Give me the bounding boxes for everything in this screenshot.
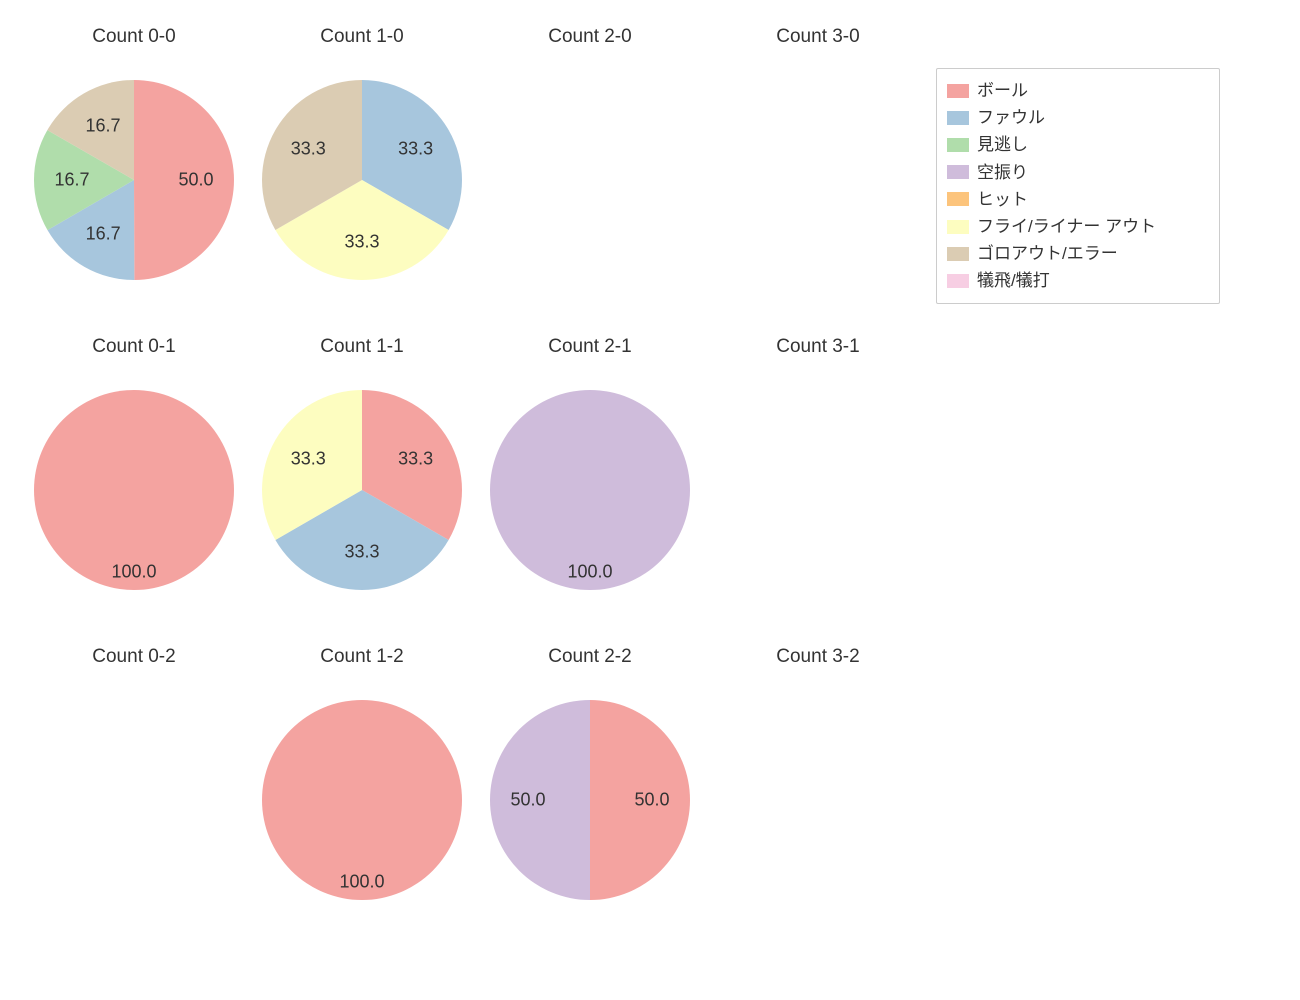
pie-slice-swing [490, 700, 590, 900]
panel-count-1-1: Count 1-133.333.333.3 [252, 320, 472, 620]
panel-title: Count 3-0 [708, 26, 928, 48]
pie-slice-swing [490, 390, 690, 590]
legend-item-swing: 空振り [947, 159, 1209, 186]
pie-chart [252, 630, 472, 930]
legend-label: ファウル [977, 104, 1045, 131]
panel-title: Count 2-0 [480, 26, 700, 48]
pie-slice-ball [34, 390, 234, 590]
pie-chart [252, 320, 472, 620]
legend-item-flyout: フライ/ライナー アウト [947, 213, 1209, 240]
pie-chart [24, 10, 244, 310]
panel-title: Count 3-2 [708, 646, 928, 668]
legend-label: 犠飛/犠打 [977, 267, 1050, 294]
legend-swatch [947, 192, 969, 206]
panel-count-2-1: Count 2-1100.0 [480, 320, 700, 620]
legend-label: ゴロアウト/エラー [977, 240, 1118, 267]
panel-count-2-2: Count 2-250.050.0 [480, 630, 700, 930]
panel-title: Count 3-1 [708, 336, 928, 358]
legend: ボールファウル見逃し空振りヒットフライ/ライナー アウトゴロアウト/エラー犠飛/… [936, 68, 1220, 304]
legend-swatch [947, 165, 969, 179]
legend-item-foul: ファウル [947, 104, 1209, 131]
legend-label: ボール [977, 77, 1028, 104]
pie-chart [24, 320, 244, 620]
panel-count-3-0: Count 3-0 [708, 10, 928, 310]
legend-label: 見逃し [977, 131, 1028, 158]
legend-item-hit: ヒット [947, 186, 1209, 213]
legend-swatch [947, 220, 969, 234]
pie-slice-ball [134, 80, 234, 280]
panel-count-1-0: Count 1-033.333.333.3 [252, 10, 472, 310]
pie-chart [480, 630, 700, 930]
pie-slice-ball [262, 700, 462, 900]
panel-count-0-1: Count 0-1100.0 [24, 320, 244, 620]
legend-label: フライ/ライナー アウト [977, 213, 1156, 240]
pie-chart [480, 320, 700, 620]
legend-item-sac: 犠飛/犠打 [947, 267, 1209, 294]
pie-chart [252, 10, 472, 310]
pie-grid-figure: Count 0-050.016.716.716.7Count 1-033.333… [0, 0, 1300, 1000]
panel-count-0-0: Count 0-050.016.716.716.7 [24, 10, 244, 310]
panel-count-1-2: Count 1-2100.0 [252, 630, 472, 930]
panel-count-0-2: Count 0-2 [24, 630, 244, 930]
legend-item-groundout: ゴロアウト/エラー [947, 240, 1209, 267]
legend-swatch [947, 138, 969, 152]
legend-swatch [947, 84, 969, 98]
pie-slice-ball [590, 700, 690, 900]
legend-swatch [947, 274, 969, 288]
legend-label: ヒット [977, 186, 1028, 213]
panel-count-2-0: Count 2-0 [480, 10, 700, 310]
panel-count-3-2: Count 3-2 [708, 630, 928, 930]
legend-item-ball: ボール [947, 77, 1209, 104]
legend-label: 空振り [977, 159, 1028, 186]
legend-swatch [947, 247, 969, 261]
legend-item-called: 見逃し [947, 131, 1209, 158]
panel-title: Count 0-2 [24, 646, 244, 668]
legend-swatch [947, 111, 969, 125]
panel-count-3-1: Count 3-1 [708, 320, 928, 620]
